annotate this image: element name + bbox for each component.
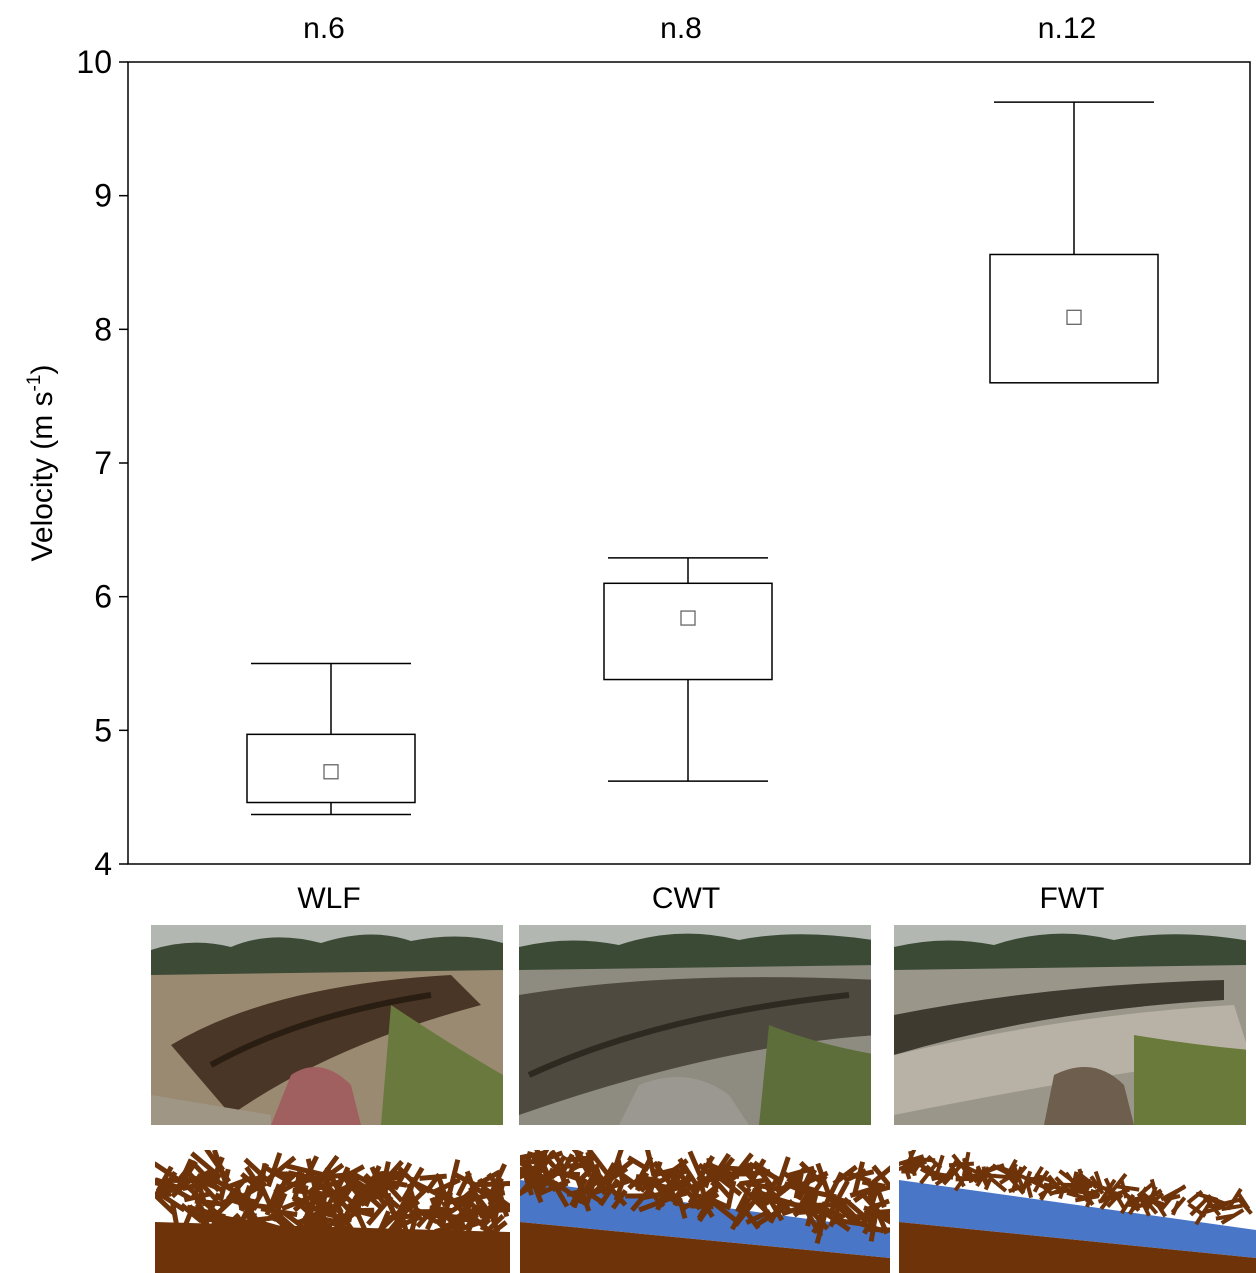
channel-bed [899,1222,1256,1273]
box-fwt [989,101,1159,384]
x-category-label: FWT [1040,882,1105,915]
x-axis-category-labels: WLF CWT FWT [297,882,1104,915]
box-wlf [246,662,416,816]
water-band [899,1180,1256,1258]
coarse-wood-flow-photo-icon [519,925,871,1125]
y-tick-label: 9 [94,178,112,214]
sample-size-label: n.8 [660,12,702,45]
box-cwt [603,557,773,782]
water-band [520,1180,890,1258]
channel-bed [155,1222,510,1273]
y-axis: 4 5 6 7 8 9 10 [76,44,128,882]
fwt-sketch [899,1150,1256,1273]
y-tick-label: 6 [94,579,112,615]
y-tick-label: 8 [94,311,112,347]
mean-marker [323,764,339,780]
wlf-field-photo [151,925,503,1125]
y-tick-label: 10 [76,44,112,80]
cwt-field-photo [519,925,871,1125]
boxes [246,101,1159,816]
channel-bed [520,1222,890,1273]
y-tick-label: 7 [94,445,112,481]
fine-wood-flow-photo-icon [894,925,1246,1125]
y-axis-label: Velocity (m s-1) [24,365,59,562]
mean-marker [680,610,696,626]
y-tick-label: 5 [94,712,112,748]
wood-log-jam-photo-icon [151,925,503,1125]
wood-sticks [155,1150,510,1245]
wood-log-jam-sketch-icon [155,1150,510,1273]
sample-size-label: n.12 [1038,12,1096,45]
wlf-sketch [155,1150,510,1273]
fwt-field-photo [894,925,1246,1125]
sample-size-labels: n.6 n.8 n.12 [303,12,1096,45]
coarse-wood-flow-sketch-icon [520,1150,890,1273]
wood-sticks [520,1150,890,1245]
fine-wood-flow-sketch-icon [899,1150,1256,1273]
cwt-sketch [520,1150,890,1273]
x-category-label: CWT [652,882,720,915]
x-category-label: WLF [297,882,360,915]
box-plot: 4 5 6 7 8 9 10 n.6 n.8 n.12 WLF CWT FWT Velocity (… [24,12,1251,915]
sample-size-label: n.6 [303,12,345,45]
wood-sticks [899,1150,1253,1226]
interquartile-box [603,582,773,681]
mean-marker [1066,309,1082,325]
y-tick-label: 4 [94,846,112,882]
